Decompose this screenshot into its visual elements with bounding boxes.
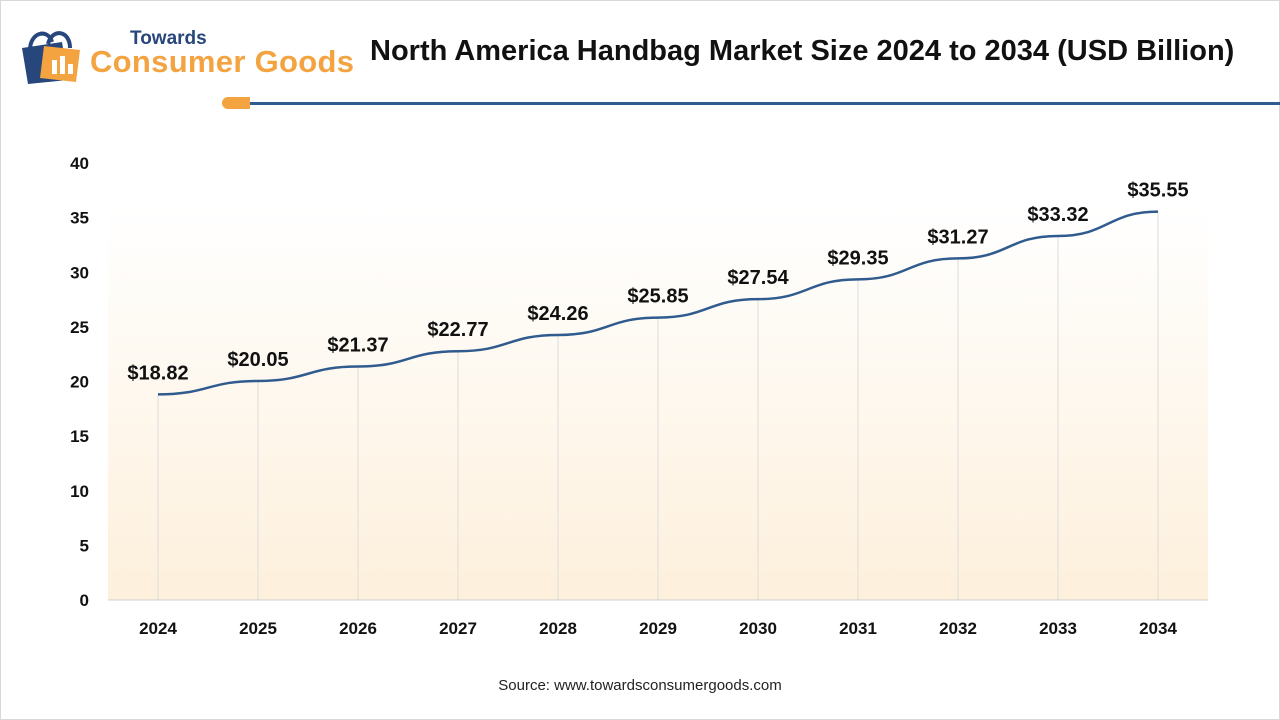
x-tick-label: 2028 [539, 619, 577, 638]
series-line [157, 210, 1159, 396]
data-label: $25.85 [627, 286, 688, 308]
x-tick-label: 2030 [739, 619, 777, 638]
x-tick-label: 2026 [339, 619, 377, 638]
shopping-bag-icon [22, 31, 80, 84]
data-label: $18.82 [127, 362, 188, 384]
x-tick-label: 2031 [839, 619, 877, 638]
source-note: Source: www.towardsconsumergoods.com [498, 677, 782, 694]
y-tick-label: 35 [70, 209, 89, 228]
y-tick-label: 40 [70, 154, 89, 173]
x-tick-label: 2025 [239, 619, 277, 638]
x-tick-label: 2034 [1139, 619, 1177, 638]
y-tick-label: 30 [70, 263, 89, 282]
data-label: $20.05 [227, 349, 288, 371]
x-tick-label: 2033 [1039, 619, 1077, 638]
title-rule-accent [222, 97, 250, 109]
title-rule [250, 102, 1280, 105]
y-tick-label: 5 [80, 536, 89, 555]
x-tick-label: 2029 [639, 619, 677, 638]
data-label: $21.37 [327, 335, 388, 357]
data-label: $29.35 [827, 247, 888, 269]
y-tick-label: 0 [80, 591, 89, 610]
brand-logo: Towards Consumer Goods [18, 20, 368, 86]
data-label: $24.26 [527, 303, 588, 325]
data-label: $31.27 [927, 226, 988, 248]
chart-title: North America Handbag Market Size 2024 t… [370, 35, 1235, 67]
x-tick-label: 2027 [439, 619, 477, 638]
data-label: $22.77 [427, 319, 488, 341]
data-label: $33.32 [1027, 204, 1088, 226]
logo-text-top: Towards [130, 28, 207, 49]
y-tick-label: 15 [70, 427, 89, 446]
y-tick-label: 10 [70, 482, 89, 501]
data-label: $27.54 [727, 267, 789, 289]
y-tick-label: 20 [70, 373, 89, 392]
y-tick-label: 25 [70, 318, 89, 337]
data-label: $35.55 [1127, 180, 1188, 202]
x-tick-label: 2024 [139, 619, 177, 638]
logo-text-main: Consumer Goods [90, 44, 355, 79]
x-tick-label: 2032 [939, 619, 977, 638]
